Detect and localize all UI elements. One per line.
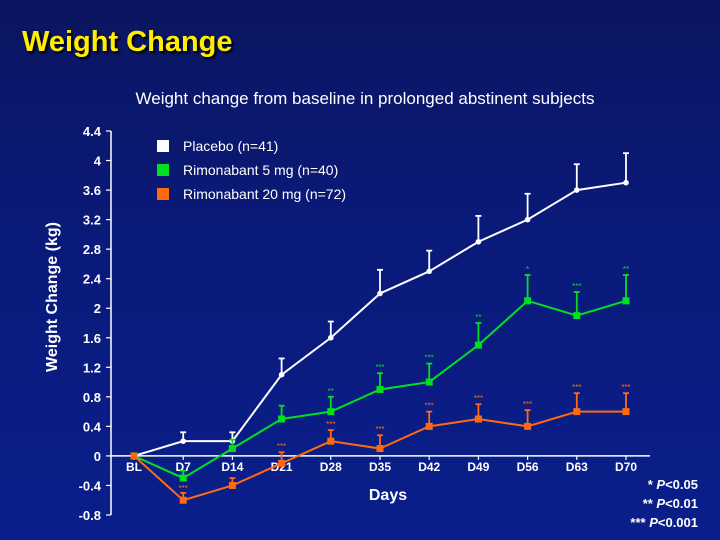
y-tick-label: -0.8 [79, 508, 101, 523]
series-2-point [278, 415, 286, 423]
series-2-point [327, 408, 335, 416]
y-tick-label: 1.2 [83, 360, 101, 375]
series-3-point [474, 415, 482, 423]
series-3-significance: *** [425, 402, 434, 411]
series-2-point [474, 341, 482, 349]
x-tick-label: D56 [517, 460, 539, 474]
series-3-point [622, 408, 630, 416]
legend-swatch-1 [157, 140, 169, 152]
legend-swatch-2 [157, 164, 169, 176]
x-tick-label: D70 [615, 460, 637, 474]
slide-title: Weight Change [22, 26, 233, 58]
series-1-point [574, 187, 580, 193]
legend-swatch-3 [157, 188, 169, 200]
series-1-line [133, 181, 627, 457]
series-2-significance: ** [623, 265, 629, 274]
x-axis-title: Days [369, 487, 407, 504]
series-1-point [278, 371, 285, 378]
x-tick-label: D7 [176, 460, 192, 474]
series-3-point [130, 452, 138, 460]
x-tick-label: D21 [271, 460, 293, 474]
series-1-point [524, 216, 531, 223]
series-3-point [376, 445, 384, 453]
series-3-point [228, 481, 236, 489]
series-3-significance: *** [326, 420, 335, 429]
series-1-point [623, 179, 629, 186]
y-tick-label: 0.4 [83, 419, 102, 434]
series-3-point [524, 422, 532, 430]
series-1-point [377, 290, 383, 297]
x-tick-label: D42 [418, 460, 440, 474]
y-tick-label: 3.2 [83, 213, 101, 228]
series-2-point [179, 474, 187, 482]
series-2-point [376, 385, 384, 393]
series-2-significance: *** [572, 282, 581, 291]
series-3-point [327, 437, 335, 445]
series-3-point [425, 422, 433, 430]
x-tick-label: D28 [320, 460, 342, 474]
series-2-significance: ** [475, 313, 481, 322]
series-1-point [475, 238, 482, 245]
series-3-significance: *** [277, 442, 286, 451]
legend-label-3: Rimonabant 20 mg (n=72) [183, 186, 346, 202]
series-3-significance: *** [375, 425, 384, 434]
series-1-point [426, 268, 433, 275]
y-axis-title: Weight Change (kg) [44, 222, 61, 372]
y-tick-label: 3.6 [83, 183, 101, 198]
y-tick-label: 0.8 [83, 390, 101, 405]
series-3-point [278, 459, 286, 467]
series-2-point [573, 312, 581, 320]
series-1-point [180, 438, 186, 444]
y-tick-label: 2 [94, 301, 101, 316]
footnote-p005: * P<0.05 [647, 477, 698, 492]
footnote-p0001: *** P<0.001 [630, 515, 698, 530]
series-3-significance: *** [474, 394, 483, 403]
series-3-significance: *** [572, 383, 581, 392]
x-tick-label: BL [126, 460, 142, 474]
footnote-p001: ** P<0.01 [642, 496, 698, 511]
series-2-point [622, 297, 630, 305]
series-3-significance: *** [621, 383, 630, 392]
series-3-significance: *** [523, 400, 532, 409]
y-tick-label: -0.4 [79, 478, 102, 493]
x-tick-label: D63 [566, 460, 588, 474]
series-2-significance: *** [425, 354, 434, 363]
series-3-significance: *** [179, 484, 188, 493]
x-tick-label: D14 [221, 460, 243, 474]
series-2-significance: ** [328, 387, 334, 396]
series-2-point [524, 297, 532, 305]
legend-label-2: Rimonabant 5 mg (n=40) [183, 162, 338, 178]
y-tick-label: 2.8 [83, 242, 101, 257]
series-3-point [179, 496, 187, 504]
series-3-point [573, 408, 581, 416]
y-tick-label: 0 [94, 449, 101, 464]
chart-title: Weight change from baseline in prolonged… [135, 89, 595, 108]
legend-label-1: Placebo (n=41) [183, 138, 278, 154]
series-1-point [328, 334, 334, 341]
series-2-point [425, 378, 433, 386]
series-2-significance: *** [375, 363, 384, 372]
series-2-significance: * [526, 265, 529, 274]
y-tick-label: 2.4 [83, 272, 102, 287]
x-tick-label: D35 [369, 460, 391, 474]
y-tick-label: 1.6 [83, 331, 101, 346]
series-2-point [228, 445, 236, 453]
x-tick-label: D49 [467, 460, 489, 474]
y-tick-label: 4 [94, 154, 102, 169]
y-tick-label: 4.4 [83, 124, 102, 139]
